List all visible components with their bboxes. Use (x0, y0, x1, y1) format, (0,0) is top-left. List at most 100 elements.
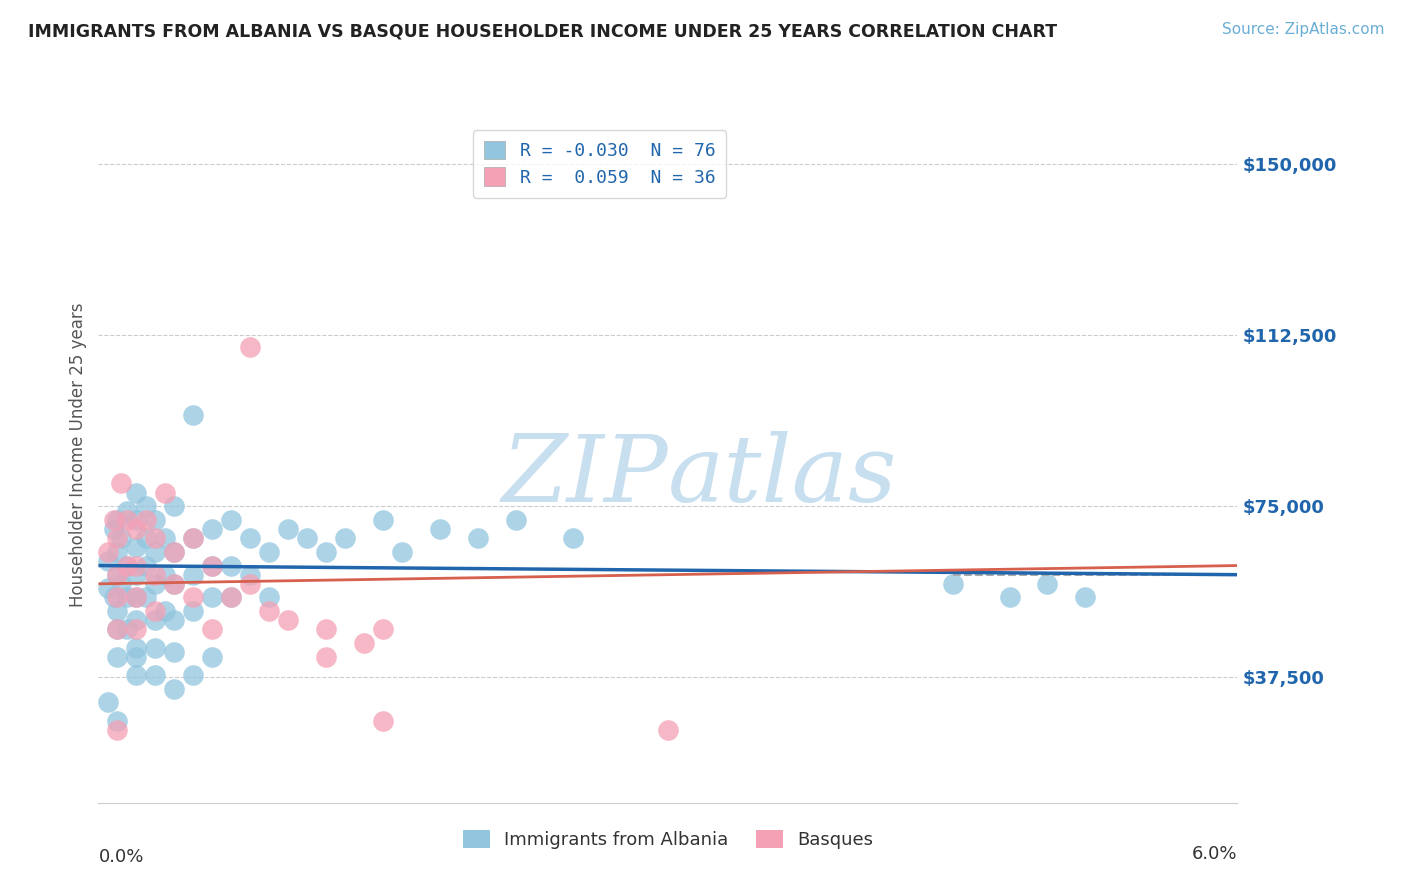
Point (153, 567, 176, 582)
Point (125, 485, 148, 500)
Y-axis label: Householder Income Under 25 years: Householder Income Under 25 years (69, 302, 87, 607)
Point (371, 623, 394, 637)
Point (97, 582, 120, 596)
Point (97, 554, 120, 568)
Point (183, 591, 205, 605)
Point (125, 558, 148, 573)
Point (107, 531, 129, 545)
Text: ZIP: ZIP (501, 431, 668, 521)
Point (998, 591, 1021, 605)
Point (657, 723, 679, 737)
Point (153, 485, 176, 500)
Point (103, 591, 125, 605)
Text: Source: ZipAtlas.com: Source: ZipAtlas.com (1222, 22, 1385, 37)
Point (371, 714, 394, 728)
Text: IMMIGRANTS FROM ALBANIA VS BASQUE HOUSEHOLDER INCOME UNDER 25 YEARS CORRELATION : IMMIGRANTS FROM ALBANIA VS BASQUE HOUSEH… (28, 22, 1057, 40)
Point (183, 567, 205, 582)
Point (221, 591, 243, 605)
Point (115, 558, 138, 573)
Point (371, 513, 394, 527)
Point (115, 558, 138, 573)
Point (107, 567, 129, 582)
Point (107, 723, 129, 737)
Point (353, 636, 375, 650)
Point (163, 576, 186, 591)
Point (297, 531, 319, 545)
Point (110, 531, 132, 545)
Point (201, 623, 224, 637)
Point (125, 640, 148, 655)
Point (115, 623, 138, 637)
Point (97, 545, 120, 559)
Point (135, 591, 157, 605)
Point (277, 522, 299, 536)
Point (239, 531, 262, 545)
Point (145, 531, 167, 545)
Point (145, 613, 167, 627)
Point (183, 531, 205, 545)
Point (163, 576, 186, 591)
Point (103, 522, 125, 536)
Point (107, 591, 129, 605)
Point (163, 500, 186, 514)
Point (183, 531, 205, 545)
Point (145, 567, 167, 582)
Point (153, 531, 176, 545)
Point (125, 567, 148, 582)
Point (125, 613, 148, 627)
Point (103, 513, 125, 527)
Point (115, 513, 138, 527)
Point (135, 513, 157, 527)
Point (259, 604, 281, 618)
Point (110, 476, 132, 491)
Point (145, 640, 167, 655)
Text: 0.0%: 0.0% (98, 848, 143, 866)
Point (107, 604, 129, 618)
Point (135, 500, 157, 514)
Point (107, 714, 129, 728)
Point (107, 623, 129, 637)
Point (163, 545, 186, 559)
Point (201, 558, 224, 573)
Point (135, 531, 157, 545)
Point (1036, 576, 1059, 591)
Point (145, 668, 167, 682)
Point (221, 591, 243, 605)
Point (107, 623, 129, 637)
Point (145, 545, 167, 559)
Point (145, 604, 167, 618)
Point (145, 576, 167, 591)
Point (221, 513, 243, 527)
Point (97, 695, 120, 709)
Point (125, 668, 148, 682)
Point (315, 545, 337, 559)
Point (315, 649, 337, 664)
Point (163, 545, 186, 559)
Point (125, 541, 148, 555)
Point (391, 545, 413, 559)
Point (277, 613, 299, 627)
Point (239, 576, 262, 591)
Legend: Immigrants from Albania, Basques: Immigrants from Albania, Basques (456, 822, 880, 856)
Point (183, 604, 205, 618)
Point (107, 649, 129, 664)
Point (505, 513, 527, 527)
Point (335, 531, 357, 545)
Point (163, 645, 186, 659)
Point (429, 522, 451, 536)
Point (115, 591, 138, 605)
Point (1074, 591, 1097, 605)
Point (183, 408, 205, 422)
Point (562, 531, 585, 545)
Point (115, 504, 138, 518)
Point (221, 558, 243, 573)
Point (125, 513, 148, 527)
Point (163, 613, 186, 627)
Point (125, 522, 148, 536)
Point (110, 576, 132, 591)
Point (239, 567, 262, 582)
Point (201, 522, 224, 536)
Point (125, 591, 148, 605)
Point (107, 545, 129, 559)
Point (145, 513, 167, 527)
